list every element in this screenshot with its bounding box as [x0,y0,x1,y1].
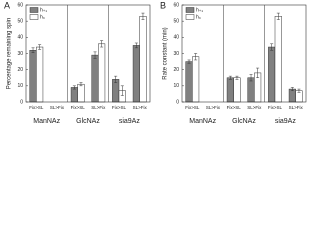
figure: A Percentage remaining spin 0 10 20 30 40 50 60 M… [4,0,307,125]
error-bar [228,75,232,80]
x-tick-label: SL>Fix [91,105,106,110]
bar [29,50,37,103]
y-tick-label: 30 [17,51,23,57]
bar [132,45,140,103]
error-bar [31,47,35,53]
group-label: ManNAz [189,118,216,125]
y-tick-label: 60 [17,2,23,8]
panel-label: B [160,0,166,10]
error-bar [235,75,239,80]
bar [288,88,296,103]
error-bar [93,51,97,59]
bar [91,54,99,103]
error-bar [276,12,280,20]
x-tick-label: Fix>SL [112,105,127,110]
bar [233,77,241,103]
error-bar [120,85,124,96]
bar [70,87,78,103]
error-bar [38,44,42,50]
x-tick-label: Fix>SL [268,105,283,110]
legend-label: h₀ [40,14,45,20]
bar [98,43,106,103]
x-tick-label: SL>Fix [133,105,148,110]
bar [36,46,44,103]
x-tick-label: Fix>SL [185,105,200,110]
y-tick-label: 40 [173,35,179,41]
y-axis-label: Rate constant (min) [163,27,169,79]
x-tick-label: Fix>SL [71,105,86,110]
y-tick-label: 0 [176,99,179,105]
error-bar [72,85,76,90]
group-label: sia9Az [275,118,297,125]
error-bar [297,88,301,93]
bar [274,16,282,103]
error-bar [270,43,274,51]
legend-swatch [29,14,39,20]
y-tick-label: 50 [173,18,179,24]
bar [185,61,193,103]
y-tick-label: 30 [173,51,179,57]
legend-swatch [29,7,39,13]
error-bar [194,53,198,61]
y-tick-label: 10 [17,83,23,89]
error-bar [141,12,145,20]
error-bar [134,42,138,49]
x-tick-label: SL>Fix [50,105,65,110]
error-bar [114,75,118,83]
x-tick-label: Fix>SL [29,105,44,110]
error-bar [100,40,104,48]
x-tick-label: Fix>SL [227,105,242,110]
x-tick-label: SL>Fix [289,105,304,110]
error-bar [79,82,83,87]
panel-label: A [4,0,10,10]
bar [139,16,147,103]
y-tick-label: 0 [20,99,23,105]
legend-label: h₊₁ [196,7,203,13]
bar [192,56,200,103]
bar [77,83,85,103]
y-tick-label: 20 [173,67,179,73]
y-tick-label: 10 [173,83,179,89]
x-tick-label: SL>Fix [247,105,262,110]
plot-frame [181,4,307,103]
error-bar [187,59,191,64]
group-label: ManNAz [33,118,60,125]
bar [268,46,276,103]
y-tick-label: 40 [17,35,23,41]
y-tick-label: 50 [17,18,23,24]
bar [226,77,234,103]
legend-label: h₀ [196,14,201,20]
group-label: GlcNAz [232,118,256,125]
error-bar [256,67,260,78]
bar [247,77,255,103]
group-label: sia9Az [119,118,141,125]
y-tick-label: 60 [173,2,179,8]
legend-swatch [185,7,195,13]
x-tick-label: SL>Fix [206,105,221,110]
legend-swatch [185,14,195,20]
group-label: GlcNAz [76,118,100,125]
error-bar [290,87,294,91]
y-tick-label: 20 [17,67,23,73]
error-bar [249,74,253,82]
legend-label: h₊₁ [40,7,47,13]
y-axis-label: Percentage remaining spin [7,18,13,89]
plot-frame [25,4,151,103]
